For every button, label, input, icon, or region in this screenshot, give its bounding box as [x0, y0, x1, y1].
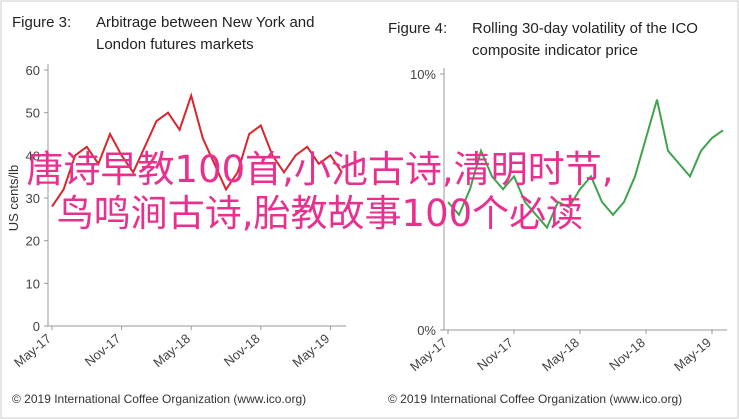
y-tick-label: 30: [26, 191, 40, 206]
y-tick-label: 40: [26, 148, 40, 163]
x-tick-label: Nov-18: [221, 331, 263, 369]
x-tick-label: Nov-17: [474, 335, 516, 373]
figure-label: Figure 4:: [388, 20, 448, 37]
y-tick-label: 20: [26, 234, 40, 249]
overlay-text: 唐诗早教100首,小池古诗,清明时节,鸟鸣涧古诗,胎教故事100个必读: [26, 148, 614, 235]
y-tick-label: 60: [26, 63, 40, 78]
y-tick-label: 50: [26, 106, 40, 121]
y-tick-label: 0%: [417, 323, 436, 338]
chart-title: Arbitrage between New York and London fu…: [96, 14, 315, 53]
y-axis-label: US cents/lb: [6, 165, 21, 231]
y-tick-label: 10: [26, 276, 40, 291]
chart-title: Rolling 30-day volatility of the ICO com…: [472, 20, 698, 59]
y-tick-label: 10%: [410, 67, 436, 82]
source: © 2019 International Coffee Organization…: [12, 392, 306, 406]
x-tick-label: May-19: [289, 331, 332, 370]
y-tick-label: 0: [33, 319, 40, 334]
data-line: [51, 92, 343, 208]
x-tick-label: May-18: [150, 331, 193, 370]
x-tick-label: Nov-17: [82, 331, 124, 369]
figure-label: Figure 3:: [12, 14, 72, 31]
source: © 2019 International Coffee Organization…: [388, 392, 682, 406]
x-tick-label: May-17: [11, 331, 54, 370]
data-line: [447, 99, 724, 230]
x-tick-label: Nov-18: [606, 335, 648, 373]
x-tick-label: May-18: [539, 335, 582, 374]
x-tick-label: May-19: [671, 335, 714, 374]
x-tick-label: May-17: [407, 335, 450, 374]
